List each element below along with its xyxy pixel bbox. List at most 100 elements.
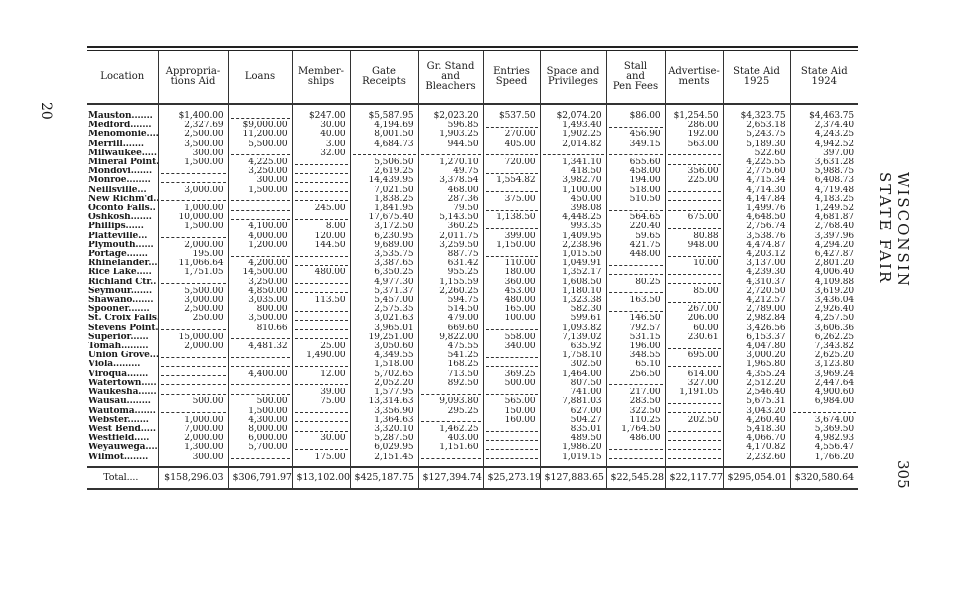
value-cell: 4,194.69 [349, 121, 418, 131]
value-cell: 348.55 [605, 351, 665, 361]
value-cell: 4,257.50 [789, 314, 858, 324]
dash-leader [230, 113, 290, 119]
value-cell: 245.00 [291, 204, 350, 214]
empty-cell [664, 296, 723, 306]
empty-cell [227, 332, 292, 343]
value-cell: 4,170.82 [722, 443, 790, 453]
empty-cell [664, 204, 723, 214]
value-cell: 3,050.60 [349, 342, 418, 352]
value-cell: 11,200.00 [227, 130, 292, 140]
empty-cell [157, 167, 228, 177]
value-cell: 468.00 [417, 185, 483, 195]
page-number-left: 20 [38, 102, 54, 120]
table-row: Monroe........ 300.00 14,439.95 3,378.54 1,5… [87, 176, 858, 186]
value-cell: 4,000.00 [227, 231, 292, 241]
value-cell: 3,250.00 [227, 277, 292, 287]
value-cell: 192.00 [664, 130, 723, 140]
value-cell: 594.75 [417, 296, 483, 306]
dash-leader [667, 297, 721, 303]
empty-cell [291, 167, 350, 177]
value-cell: 3,021.63 [349, 314, 418, 324]
receipts-table: Location Appropria-tions Aid Loans Member-s… [87, 51, 858, 488]
empty-cell [291, 406, 350, 416]
dash-leader [667, 205, 721, 211]
value-cell: 2,327.69 [157, 121, 228, 131]
value-cell: 270.00 [482, 130, 540, 140]
value-cell: 1,000.00 [157, 415, 228, 425]
location-cell: Wausau........ [88, 397, 151, 407]
dash-leader [294, 287, 348, 294]
value-cell: 11,066.64 [157, 259, 228, 269]
value-cell: 9,822.00 [417, 332, 483, 343]
dash-leader [294, 195, 348, 202]
value-cell: $1,400.00 [157, 104, 228, 122]
dash-leader [420, 149, 481, 156]
value-cell: 375.00 [482, 194, 540, 205]
table-row: St. Croix Falls. 250.00 3,500.00 3,021.63 47… [87, 314, 858, 324]
value-cell: 4,474.87 [722, 240, 790, 251]
value-cell: 563.00 [664, 139, 723, 149]
empty-cell [482, 222, 540, 232]
value-cell: 6,029.95 [349, 443, 418, 453]
location-cell: Plymouth...... [88, 240, 154, 250]
empty-cell [157, 277, 228, 287]
value-cell: 283.50 [605, 397, 665, 407]
value-cell: 5,500.00 [227, 139, 292, 149]
value-cell: 3,500.00 [157, 139, 228, 149]
table-body: Mauston....... $1,400.00 $247.00 $5,587.95 $… [87, 104, 858, 488]
value-cell: 360.00 [482, 277, 540, 287]
location-cell: Platteville... [88, 231, 148, 241]
location-cell: Viroqua....... [88, 369, 149, 379]
value-cell: 256.50 [605, 369, 665, 379]
value-cell: 3,387.65 [349, 259, 418, 269]
value-cell: 2,546.40 [722, 388, 790, 398]
value-cell: 4,556.47 [789, 443, 858, 453]
value-cell: $9,000.00 [227, 121, 292, 131]
empty-cell [291, 185, 350, 195]
empty-cell [605, 378, 665, 389]
empty-cell [291, 259, 350, 269]
dash-leader [485, 186, 538, 193]
empty-cell [291, 378, 350, 389]
value-cell: 220.40 [605, 222, 665, 232]
value-cell: 356.00 [664, 167, 723, 177]
dash-leader [420, 453, 481, 460]
value-cell: 5,675.31 [722, 397, 790, 407]
value-cell: 4,225.55 [722, 158, 790, 168]
value-cell: $537.50 [482, 104, 540, 122]
location-cell: Seymour....... [88, 286, 152, 296]
value-cell: 713.50 [417, 369, 483, 379]
value-cell: 65.10 [605, 360, 665, 370]
value-cell: 144.50 [291, 240, 350, 251]
empty-cell [227, 104, 292, 122]
value-cell: 403.00 [417, 434, 483, 444]
location-cell: Rice Lake..... [88, 268, 152, 278]
dash-leader [485, 426, 538, 432]
table-row: Platteville... 4,000.00 120.00 6,230.95 2,01… [87, 231, 858, 241]
value-cell: 2,500.00 [157, 130, 228, 140]
location-cell: Monroe........ [88, 176, 151, 186]
value-cell: 49.75 [417, 167, 483, 177]
empty-cell [291, 360, 350, 370]
location-cell: Webster....... [88, 415, 149, 425]
value-cell: 655.60 [605, 158, 665, 168]
value-cell: 120.00 [291, 231, 350, 241]
empty-cell [605, 305, 665, 315]
value-cell: 5,457.00 [349, 296, 418, 306]
value-cell: 1,500.00 [157, 158, 228, 168]
location-cell: Union Grove... [88, 351, 158, 361]
value-cell: 1,409.95 [539, 231, 606, 241]
empty-cell [664, 268, 723, 278]
value-cell: 5,369.50 [789, 424, 858, 435]
value-cell: 4,109.88 [789, 277, 858, 287]
value-cell: 2,720.50 [722, 286, 790, 297]
value-cell: 4,850.00 [227, 286, 292, 297]
empty-cell [664, 397, 723, 407]
value-cell: 8.00 [291, 222, 350, 232]
column-header: Space and Privileges [539, 51, 606, 105]
value-cell: $127,883.65 [539, 465, 606, 488]
empty-cell [291, 213, 350, 223]
value-cell: $1,254.50 [664, 104, 723, 122]
header-row: Location Appropria-tions Aid Loans Member-s… [87, 51, 858, 105]
empty-cell [664, 406, 723, 416]
